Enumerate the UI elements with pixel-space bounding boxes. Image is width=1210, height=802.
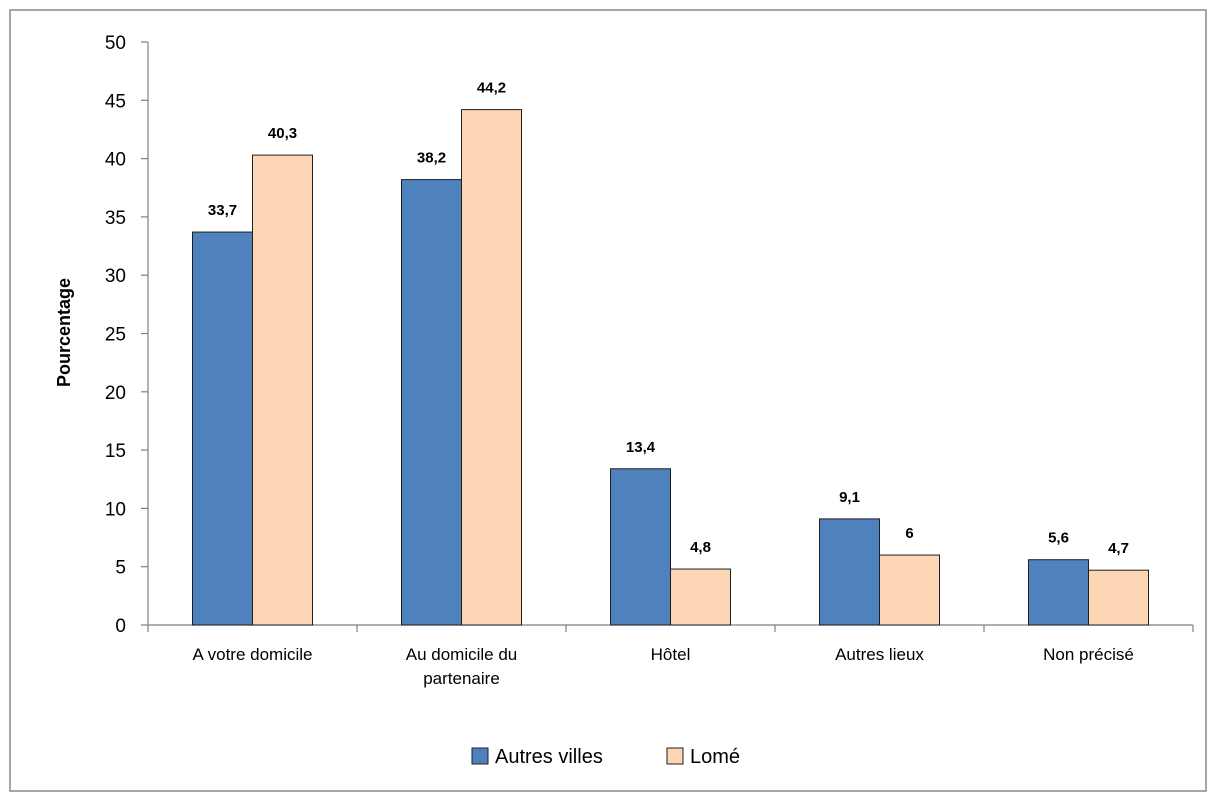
chart-frame — [9, 9, 1207, 792]
data-label: 38,2 — [417, 150, 446, 167]
y-tick-label: 15 — [105, 441, 126, 462]
x-category-label: A votre domicile — [193, 645, 313, 664]
legend-swatch — [471, 747, 489, 765]
data-label: 4,7 — [1108, 540, 1129, 557]
legend-label: Lomé — [690, 746, 740, 768]
y-axis-title: Pourcentage — [54, 278, 74, 387]
bar — [401, 179, 462, 626]
legend-label: Autres villes — [495, 746, 603, 768]
x-category-label: Non précisé — [1043, 645, 1134, 664]
y-tick-label: 45 — [105, 91, 126, 112]
data-label: 33,7 — [208, 202, 237, 219]
legend: Autres villes Lomé — [471, 746, 740, 768]
y-tick-label: 40 — [105, 150, 126, 171]
x-axis: A votre domicile Au domicile du partenaire… — [147, 624, 1194, 688]
bar — [670, 568, 731, 626]
y-tick-label: 0 — [115, 616, 126, 637]
data-label: 6 — [905, 525, 913, 542]
data-labels: 33,7 38,2 13,4 9,1 5,6 40,3 44,2 4,8 6 4,7 — [208, 80, 1129, 558]
bar — [192, 231, 253, 626]
bar — [819, 518, 880, 626]
bar — [879, 554, 940, 626]
data-label: 4,8 — [690, 539, 711, 556]
x-category-label: Autres lieux — [835, 645, 924, 664]
bar — [1028, 559, 1089, 626]
data-label: 40,3 — [268, 125, 297, 142]
y-tick-label: 50 — [105, 33, 126, 54]
data-label: 5,6 — [1048, 530, 1069, 547]
x-category-label: Au domicile du — [406, 645, 518, 664]
legend-swatch — [666, 747, 684, 765]
data-label: 13,4 — [626, 439, 656, 456]
bars — [192, 109, 1149, 626]
bar — [1088, 569, 1149, 626]
y-tick-label: 10 — [105, 499, 126, 520]
y-tick-label: 5 — [115, 558, 126, 579]
bar — [610, 468, 671, 626]
x-category-label: partenaire — [423, 669, 500, 688]
y-tick-label: 35 — [105, 208, 126, 229]
y-tick-label: 25 — [105, 325, 126, 346]
data-label: 9,1 — [839, 489, 860, 506]
y-tick-label: 30 — [105, 266, 126, 287]
y-tick-label: 20 — [105, 383, 126, 404]
bar — [461, 109, 522, 626]
data-label: 44,2 — [477, 80, 506, 97]
x-category-label: Hôtel — [651, 645, 691, 664]
y-axis: 0 5 10 15 20 25 30 35 40 45 50 — [105, 33, 149, 637]
bar — [252, 154, 313, 626]
